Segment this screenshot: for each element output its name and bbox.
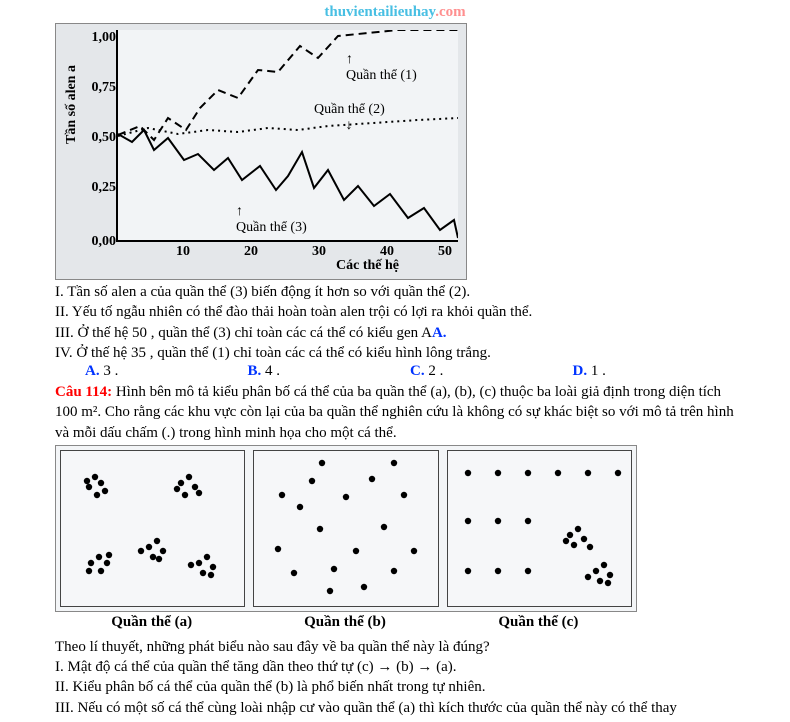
- option-b[interactable]: B. 4 .: [248, 363, 411, 380]
- page-header: thuvientailieuhay.com: [55, 4, 735, 21]
- allele-freq-chart: Tần số alen a ↑Quần thể (1) Quần thể (2)…: [55, 23, 467, 280]
- q113-s4: IV. Ở thế hệ 35 , quần thể (1) chỉ toàn …: [55, 343, 735, 363]
- panel-b: [253, 450, 438, 607]
- q113-s2: II. Yếu tố ngẫu nhiên có thể đào thải ho…: [55, 302, 735, 322]
- q114-label: Câu 114:: [55, 384, 112, 400]
- option-d[interactable]: D. 1 .: [573, 363, 736, 380]
- q113-options: A. 3 . B. 4 . C. 2 . D. 1 .: [55, 363, 735, 380]
- distribution-figure: [55, 445, 637, 612]
- q113-s3: III. Ở thế hệ 50 , quần thể (3) chỉ toàn…: [55, 323, 735, 343]
- y-axis-label: Tần số alen a: [64, 65, 80, 144]
- option-c[interactable]: C. 2 .: [410, 363, 573, 380]
- distribution-labels: Quần thể (a) Quần thể (b) Quần thể (c): [55, 612, 635, 635]
- series-3-label: ↑Quần thể (3): [236, 204, 307, 236]
- q114-s1: I. Mật độ cá thể của quần thể tăng dần t…: [55, 657, 735, 677]
- series-1-label: ↑Quần thể (1): [346, 52, 417, 84]
- q114-stem: Câu 114: Hình bên mô tả kiểu phân bố cá …: [55, 382, 735, 443]
- q114-statements: Theo lí thuyết, những phát biểu nào sau …: [55, 637, 735, 718]
- q114-s2: II. Kiểu phân bố cá thể của quần thể (b)…: [55, 677, 735, 697]
- series-2-line: [118, 118, 458, 136]
- panel-c-label: Quần thể (c): [442, 612, 635, 635]
- x-axis-label: Các thế hệ: [336, 258, 399, 274]
- header-a: thuvientailieuhay: [324, 4, 435, 20]
- panel-a: [60, 450, 245, 607]
- panel-a-label: Quần thể (a): [55, 612, 248, 635]
- q114-s3: III. Nếu có một số cá thể cùng loài nhập…: [55, 698, 735, 718]
- panel-b-label: Quần thể (b): [248, 612, 441, 635]
- q113-s1: I. Tần số alen a của quần thể (3) biến đ…: [55, 282, 735, 302]
- option-a[interactable]: A. 3 .: [85, 363, 248, 380]
- header-b: .com: [435, 4, 465, 20]
- series-1-line: [118, 30, 458, 140]
- series-2-label: Quần thể (2) ↓: [314, 102, 385, 134]
- q114-after: Theo lí thuyết, những phát biểu nào sau …: [55, 637, 735, 657]
- q113-statements: I. Tần số alen a của quần thể (3) biến đ…: [55, 282, 735, 363]
- panel-c: [447, 450, 632, 607]
